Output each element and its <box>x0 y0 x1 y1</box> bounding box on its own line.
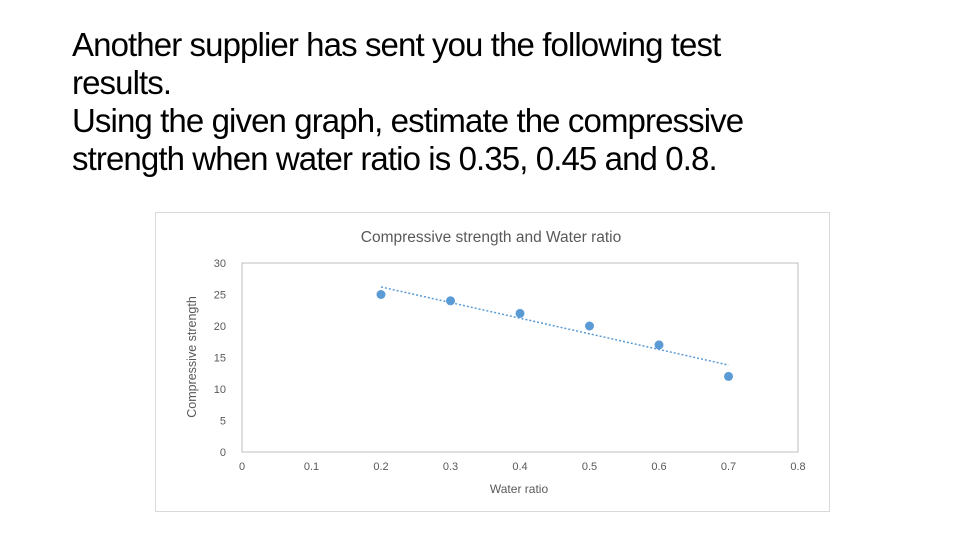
y-tick-label: 30 <box>214 258 226 270</box>
x-tick-label: 0.4 <box>512 461 527 473</box>
x-tick-label: 0.7 <box>721 461 736 473</box>
y-tick-label: 15 <box>214 353 226 365</box>
y-tick-label: 5 <box>220 416 226 428</box>
trendline <box>380 286 729 366</box>
data-point <box>585 321 594 331</box>
heading-line-4: strength when water ratio is 0.35, 0.45 … <box>72 140 718 177</box>
scatter-chart: Compressive strength and Water ratio Com… <box>185 229 806 496</box>
y-tick-label: 20 <box>214 321 226 333</box>
x-tick-label: 0.6 <box>651 461 666 473</box>
x-axis-label: Water ratio <box>490 482 549 496</box>
heading-line-1: Another supplier has sent you the follow… <box>72 26 721 63</box>
data-point <box>446 296 455 306</box>
chart-title: Compressive strength and Water ratio <box>361 229 621 246</box>
y-tick-label: 25 <box>214 290 226 302</box>
slide-heading: Another supplier has sent you the follow… <box>72 26 932 178</box>
data-point <box>654 340 664 350</box>
y-tick-label: 10 <box>214 384 226 396</box>
x-tick-label: 0.5 <box>582 461 597 473</box>
data-point <box>724 371 733 381</box>
x-tick-label: 0.1 <box>304 461 319 473</box>
data-point <box>376 290 386 299</box>
y-tick-label: 0 <box>220 447 226 459</box>
x-tick-label: 0 <box>239 461 245 473</box>
x-tick-label: 0.3 <box>443 461 458 473</box>
data-point <box>515 308 525 318</box>
x-tick-label: 0.8 <box>790 461 805 473</box>
y-axis-label: Compressive strength <box>185 296 199 418</box>
x-tick-label: 0.2 <box>373 461 388 473</box>
chart-frame: Compressive strength and Water ratio Com… <box>155 212 830 512</box>
plot-area-border <box>241 262 799 453</box>
heading-line-3: Using the given graph, estimate the comp… <box>72 102 744 139</box>
heading-line-2: results. <box>72 64 172 101</box>
